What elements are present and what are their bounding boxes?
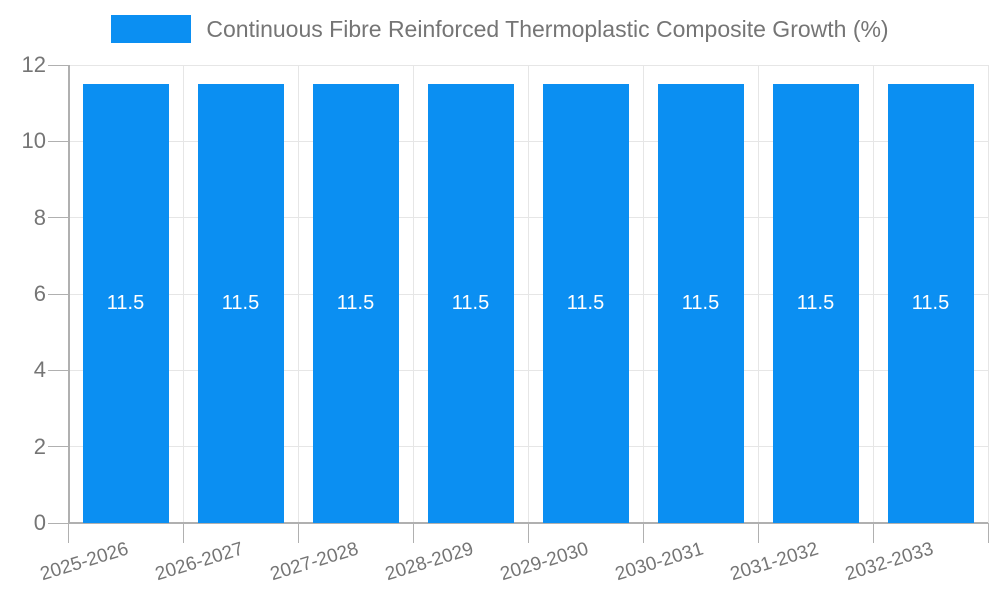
x-axis-tick	[527, 523, 529, 543]
y-axis-tick	[48, 217, 68, 219]
x-axis-tick	[757, 523, 759, 543]
bar[interactable]	[197, 84, 284, 523]
y-axis-tick-label: 8	[33, 204, 46, 230]
bar[interactable]	[312, 84, 399, 523]
x-gridline	[987, 65, 989, 523]
x-gridline	[757, 65, 759, 523]
x-gridline	[182, 65, 184, 523]
x-axis-tick	[412, 523, 414, 543]
y-axis-tick	[48, 369, 68, 371]
y-axis-tick	[48, 446, 68, 448]
y-axis-tick	[48, 140, 68, 142]
x-gridline	[297, 65, 299, 523]
y-axis-tick-label: 10	[21, 128, 46, 154]
x-gridline	[872, 65, 874, 523]
bar[interactable]	[887, 84, 974, 523]
legend: Continuous Fibre Reinforced Thermoplasti…	[0, 12, 1000, 46]
x-axis-tick	[297, 523, 299, 543]
bar[interactable]	[772, 84, 859, 523]
bar[interactable]	[542, 84, 629, 523]
y-axis-tick-label: 6	[33, 281, 46, 306]
y-axis-tick-label: 2	[33, 433, 46, 459]
y-axis-tick	[48, 64, 68, 66]
y-axis-tick-label: 12	[21, 52, 46, 77]
x-axis-tick	[182, 523, 184, 543]
bar[interactable]	[427, 84, 514, 523]
y-axis-tick	[48, 522, 68, 524]
y-axis-tick-label: 4	[33, 357, 46, 383]
y-axis-tick	[48, 293, 68, 295]
x-axis-tick	[67, 523, 69, 543]
x-gridline	[527, 65, 529, 523]
legend-label: Continuous Fibre Reinforced Thermoplasti…	[206, 15, 889, 42]
x-axis-tick	[642, 523, 644, 543]
bar[interactable]	[657, 84, 744, 523]
x-gridline	[412, 65, 414, 523]
x-gridline	[642, 65, 644, 523]
x-axis-tick	[987, 523, 989, 543]
bar[interactable]	[82, 84, 169, 523]
plot-area: 11.5 11.5 11.5 11.5 11.5 11.5 11.5 11.5	[68, 64, 989, 524]
legend-swatch	[111, 15, 192, 43]
y-axis-tick-label: 0	[33, 510, 46, 535]
x-axis-tick	[872, 523, 874, 543]
y-axis-line	[68, 65, 70, 523]
